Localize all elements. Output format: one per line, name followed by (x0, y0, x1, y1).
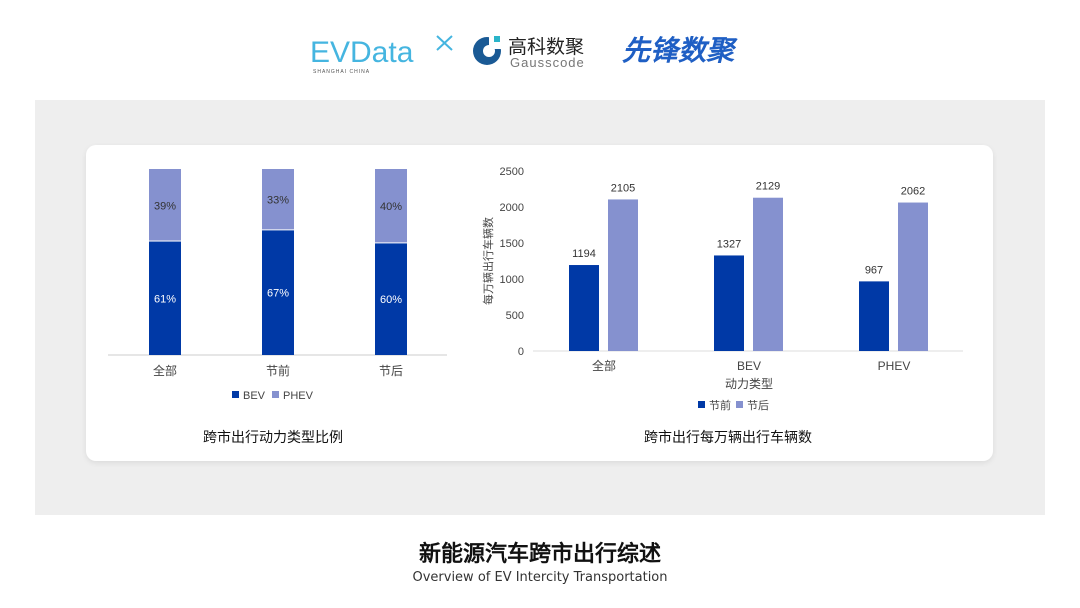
x-tick-label: PHEV (878, 359, 911, 373)
y-tick-label: 2500 (500, 166, 524, 178)
legend-label: PHEV (283, 390, 314, 402)
bar-bev (375, 243, 407, 355)
legend-swatch (736, 401, 743, 408)
legend-label: BEV (243, 390, 266, 402)
legend-swatch (232, 391, 239, 398)
page-subtitle: Overview of EV Intercity Transportation (412, 570, 668, 585)
evdata-logo: EVData SHANGHAI CHINA (310, 35, 453, 75)
data-label: 2062 (901, 186, 925, 198)
x-tick-label: 全部 (153, 363, 177, 378)
y-tick-label: 0 (518, 346, 524, 358)
data-label: 40% (380, 201, 402, 213)
chart-title: 跨市出行动力类型比例 (203, 429, 343, 445)
x-tick-label: 节后 (379, 364, 403, 378)
y-tick-label: 500 (506, 310, 524, 322)
x-tick-label: BEV (737, 359, 761, 373)
bar-before (569, 265, 599, 351)
y-axis-title: 每万辆出行车辆数 (481, 217, 495, 305)
svg-text:EVData: EVData (310, 36, 414, 69)
bar-phev (375, 169, 407, 243)
bar-bev (262, 230, 294, 355)
y-tick-label: 1500 (500, 238, 524, 250)
bar-before (859, 281, 889, 351)
y-tick-label: 2000 (500, 202, 524, 214)
data-label: 2129 (756, 181, 780, 193)
data-label: 67% (267, 288, 289, 300)
logos: EVData SHANGHAI CHINA 高科数聚 Gausscode 先锋数… (310, 35, 738, 75)
data-label: 1327 (717, 238, 741, 250)
x-tick-label: 全部 (592, 358, 616, 373)
page-title: 新能源汽车跨市出行综述 (418, 542, 661, 567)
bar-after (898, 202, 928, 351)
data-label: 61% (154, 293, 176, 305)
legend-swatch (698, 401, 705, 408)
xianfeng-logo: 先锋数聚 (622, 35, 738, 66)
data-label: 967 (865, 264, 883, 276)
data-label: 33% (267, 195, 289, 207)
bar-before (714, 255, 744, 351)
legend-label: 节后 (747, 399, 769, 412)
bar-after (608, 199, 638, 351)
data-label: 60% (380, 294, 402, 306)
y-tick-label: 1000 (500, 274, 524, 286)
svg-text:Gausscode: Gausscode (510, 55, 585, 70)
chart-card (86, 145, 993, 461)
legend-swatch (272, 391, 279, 398)
bar-phev (262, 169, 294, 230)
data-label: 1194 (572, 248, 596, 260)
data-label: 2105 (611, 182, 635, 194)
x-tick-label: 节前 (266, 363, 290, 378)
legend-label: 节前 (709, 398, 731, 412)
svg-text:SHANGHAI CHINA: SHANGHAI CHINA (313, 69, 370, 75)
svg-text:高科数聚: 高科数聚 (508, 36, 584, 58)
bar-bev (149, 241, 181, 355)
chart-title: 跨市出行每万辆出行车辆数 (644, 429, 812, 445)
x-axis-title: 动力类型 (725, 377, 773, 391)
bar-after (753, 197, 783, 351)
bar-phev (149, 169, 181, 241)
data-label: 39% (154, 200, 176, 212)
gausscode-logo: 高科数聚 Gausscode (473, 35, 585, 70)
